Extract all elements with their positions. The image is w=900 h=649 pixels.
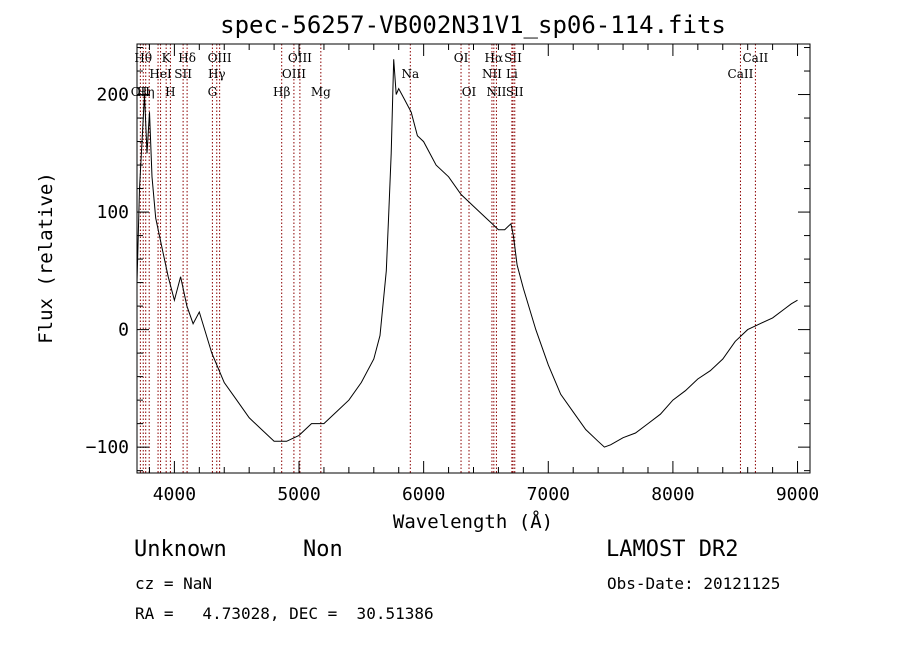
line-marker-label: Li (506, 67, 518, 81)
y-tick-label: 100 (96, 202, 129, 223)
line-marker-label: Hγ (208, 67, 226, 81)
x-tick-label: 8000 (651, 484, 694, 505)
line-marker-label: Hθ (134, 51, 152, 65)
line-marker-label: OIII (288, 51, 312, 65)
y-axis: −100 0 100 200 (86, 47, 810, 472)
x-tick-label: 5000 (277, 484, 320, 505)
line-marker-label: H (165, 85, 175, 99)
line-marker-label: SII (174, 67, 192, 81)
line-marker-label: Hβ (273, 85, 290, 99)
line-marker-label: CaII (728, 67, 754, 81)
line-marker-label: Hδ (178, 51, 196, 65)
x-axis: 4000 5000 6000 7000 8000 9000 (148, 44, 819, 505)
line-marker-label: OI (462, 85, 477, 99)
x-axis-label: Wavelength (Å) (393, 510, 553, 533)
y-tick-label: 0 (118, 320, 129, 341)
line-marker-label: SII (506, 85, 524, 99)
line-marker-label: OII (131, 85, 151, 99)
y-tick-label: −100 (86, 437, 129, 458)
line-marker-label: NII (486, 85, 506, 99)
line-marker-label: K (162, 51, 172, 65)
cz-value: cz = NaN (135, 574, 213, 593)
x-tick-label: 7000 (527, 484, 570, 505)
obs-date: Obs-Date: 20121125 (607, 574, 781, 593)
subclass-label: Non (303, 537, 343, 562)
line-marker-label: CaII (742, 51, 768, 65)
line-marker-label: SII (504, 51, 522, 65)
line-marker-label: Hη (137, 85, 155, 99)
y-axis-label: Flux (relative) (35, 172, 57, 344)
ra-dec: RA = 4.73028, DEC = 30.51386 (135, 604, 434, 623)
line-marker-label: HeI (149, 67, 172, 81)
line-marker-label: NII (482, 67, 502, 81)
spectrum-line (136, 59, 798, 448)
plot-frame (136, 43, 811, 474)
line-marker-label: Hα (485, 51, 504, 65)
line-marker-label: OI (454, 51, 469, 65)
line-marker-label: OIII (282, 67, 306, 81)
chart-title: spec-56257-VB002N31V1_sp06-114.fits (220, 11, 726, 39)
y-tick-label: 200 (96, 85, 129, 106)
x-tick-label: 9000 (776, 484, 819, 505)
line-marker-label: OIII (208, 51, 232, 65)
survey-label: LAMOST DR2 (606, 537, 739, 562)
class-label: Unknown (134, 537, 227, 562)
line-marker-label: Na (401, 67, 419, 81)
line-marker-label: G (208, 85, 218, 99)
x-tick-label: 4000 (153, 484, 196, 505)
line-marker-label: Mg (311, 85, 331, 99)
x-tick-label: 6000 (402, 484, 445, 505)
